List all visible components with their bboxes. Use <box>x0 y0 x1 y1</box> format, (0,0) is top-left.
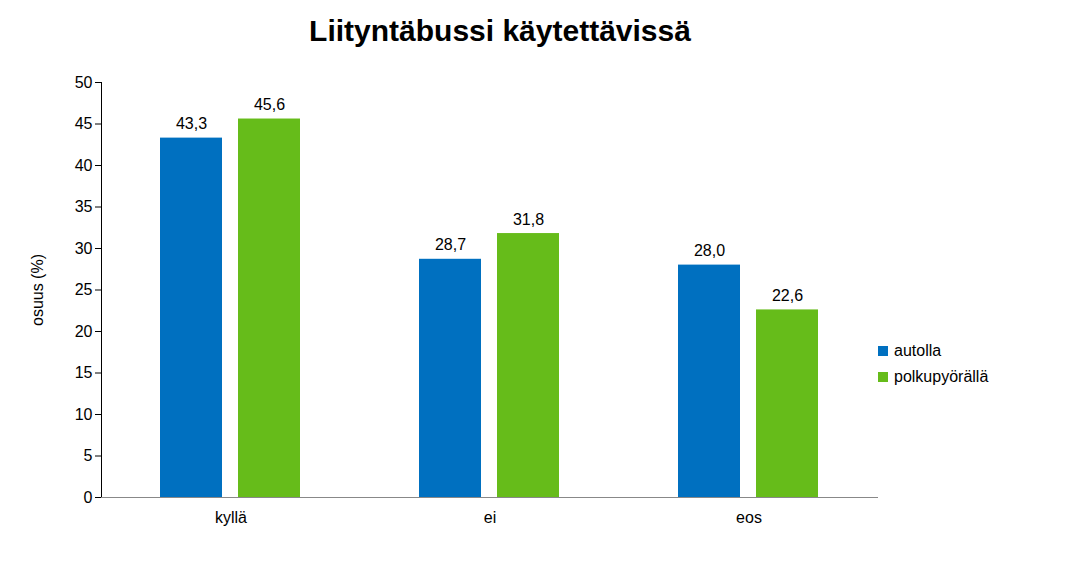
svg-text:20: 20 <box>75 323 93 340</box>
svg-text:43,3: 43,3 <box>176 115 207 132</box>
svg-text:45,6: 45,6 <box>254 96 285 113</box>
svg-text:kyllä: kyllä <box>215 509 247 526</box>
svg-text:5: 5 <box>84 447 93 464</box>
svg-text:28,0: 28,0 <box>694 242 725 259</box>
svg-text:28,7: 28,7 <box>435 236 466 253</box>
svg-text:25: 25 <box>75 281 93 298</box>
svg-text:15: 15 <box>75 364 93 381</box>
svg-text:31,8: 31,8 <box>513 211 544 228</box>
svg-text:35: 35 <box>75 198 93 215</box>
html-text:polkupyörällä: polkupyörällä <box>894 368 989 385</box>
svg-text:22,6: 22,6 <box>772 287 803 304</box>
svg-text:45: 45 <box>75 115 93 132</box>
svg-text:0: 0 <box>84 489 93 506</box>
svg-text:eos: eos <box>736 509 762 526</box>
svg-text:40: 40 <box>75 157 93 174</box>
svg-text:10: 10 <box>75 406 93 423</box>
svg-text:osuus (%): osuus (%) <box>29 254 46 326</box>
svg-text:50: 50 <box>75 74 93 91</box>
svg-text:ei: ei <box>484 509 496 526</box>
svg-text:30: 30 <box>75 240 93 257</box>
html-text:Liityntäbussi käytettävissä: Liityntäbussi käytettävissä <box>309 14 691 47</box>
html-text:autolla: autolla <box>894 342 942 359</box>
